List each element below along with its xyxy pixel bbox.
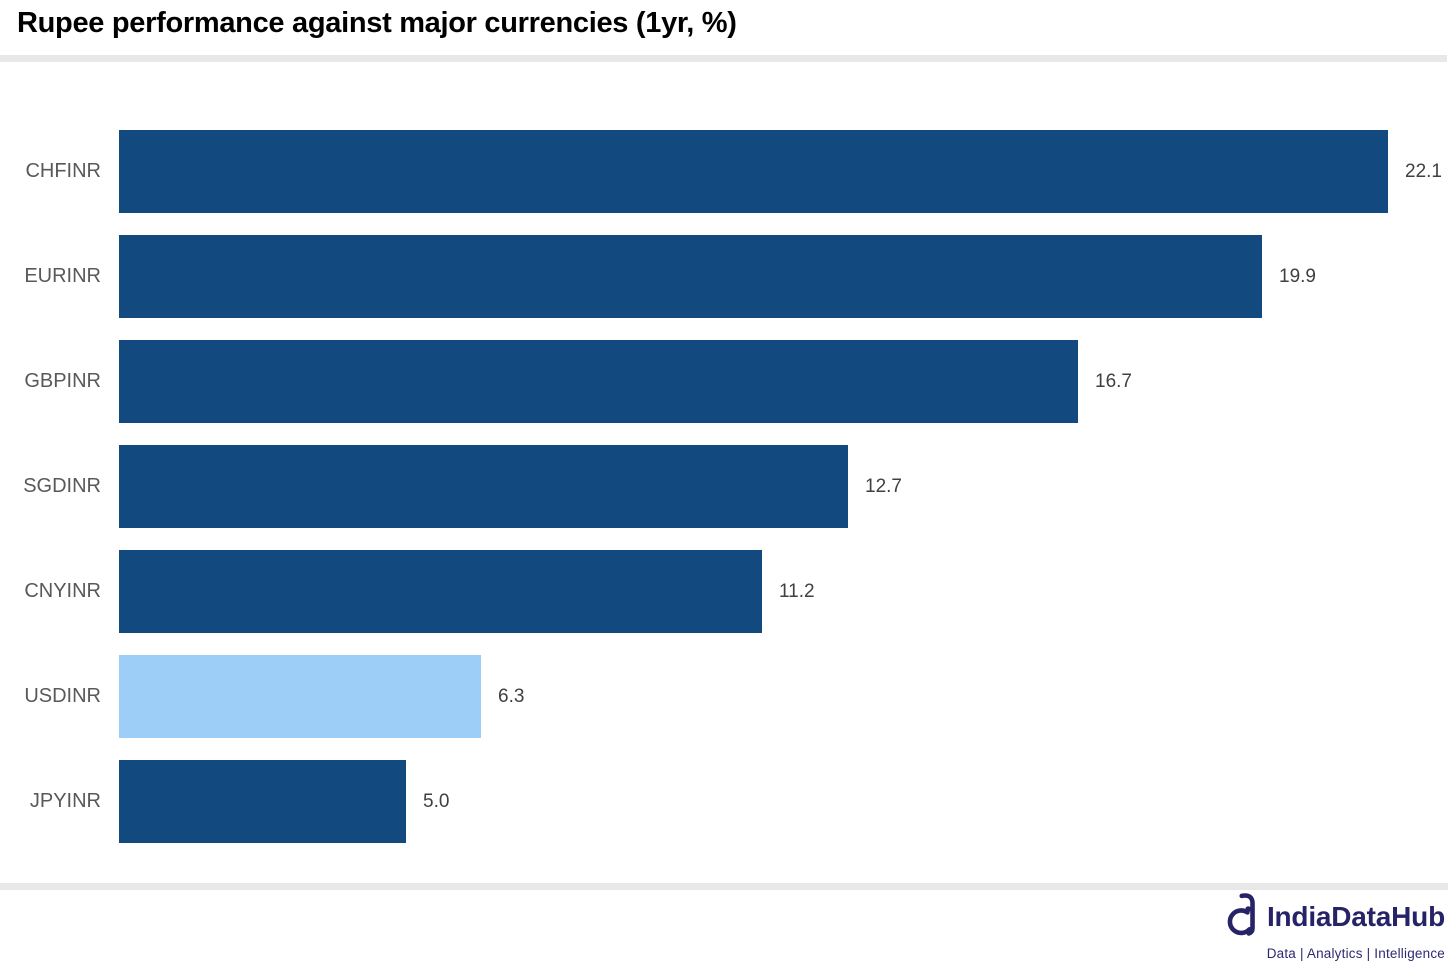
bar-eurinr[interactable] [119, 235, 1262, 318]
category-label: USDINR [24, 685, 101, 707]
bar-chart: CHFINR 22.1 EURINR 19.9 GBPINR 16.7 SGDINR 12.7… [0, 119, 1456, 875]
brand-tagline: Data | Analytics | Intelligence [1266, 946, 1445, 961]
bar-jpyinr[interactable] [119, 760, 406, 843]
bar-cnyinr[interactable] [119, 550, 762, 633]
footer-divider [0, 883, 1448, 890]
value-label: 12.7 [865, 475, 902, 497]
title-divider [0, 55, 1447, 62]
bar-gbpinr[interactable] [119, 340, 1078, 423]
category-label: EURINR [24, 265, 101, 287]
bar-chfinr[interactable] [119, 130, 1388, 213]
bar-row: USDINR 6.3 [0, 644, 1456, 749]
indiadatahub-logo[interactable]: IndiaDataHub Data | Analytics | Intellig… [1226, 891, 1445, 961]
value-label: 19.9 [1279, 265, 1316, 287]
value-label: 6.3 [498, 685, 525, 707]
indiadatahub-logo-icon [1227, 893, 1255, 936]
value-label: 5.0 [423, 790, 450, 812]
category-label: GBPINR [24, 370, 101, 392]
category-label: SGDINR [23, 475, 101, 497]
bar-row: CHFINR 22.1 [0, 119, 1456, 224]
value-label: 22.1 [1405, 160, 1442, 182]
bar-sgdinr[interactable] [119, 445, 848, 528]
value-label: 11.2 [779, 580, 815, 602]
chart-title: Rupee performance against major currenci… [17, 7, 737, 39]
category-label: JPYINR [29, 790, 101, 812]
bar-row: JPYINR 5.0 [0, 749, 1456, 854]
bar-row: GBPINR 16.7 [0, 329, 1456, 434]
category-label: CNYINR [24, 580, 101, 602]
brand-name: IndiaDataHub [1266, 901, 1445, 932]
bar-usdinr[interactable] [119, 655, 481, 738]
category-label: CHFINR [25, 160, 101, 182]
value-label: 16.7 [1095, 370, 1132, 392]
bar-row: EURINR 19.9 [0, 224, 1456, 329]
bar-row: SGDINR 12.7 [0, 434, 1456, 539]
bar-row: CNYINR 11.2 [0, 539, 1456, 644]
